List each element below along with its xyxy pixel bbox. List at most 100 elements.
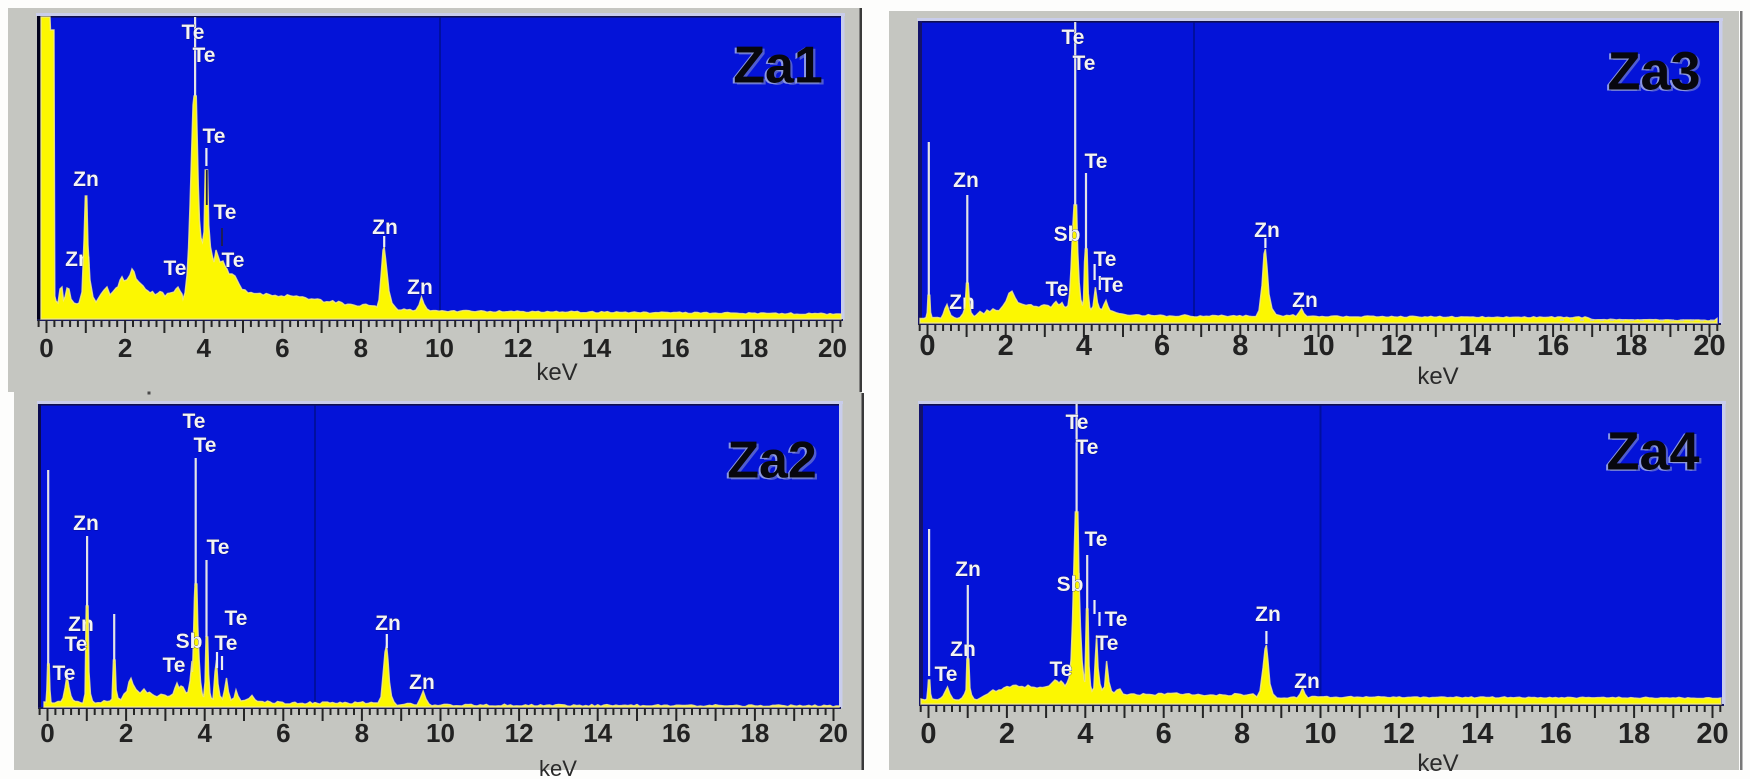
svg-text:18: 18	[1615, 330, 1647, 362]
svg-text:Sb: Sb	[1057, 573, 1084, 596]
svg-text:Zn: Zn	[1294, 670, 1320, 693]
svg-text:Te: Te	[1050, 658, 1073, 681]
svg-text:8: 8	[1234, 718, 1250, 750]
svg-text:20: 20	[1696, 718, 1728, 750]
svg-text:Te: Te	[182, 21, 205, 44]
svg-text:Za3: Za3	[1607, 41, 1700, 101]
svg-text:20: 20	[819, 718, 848, 748]
svg-text:20: 20	[818, 333, 847, 363]
svg-text:Za2: Za2	[729, 434, 819, 492]
svg-text:6: 6	[1156, 718, 1172, 750]
svg-text:Sb: Sb	[1054, 223, 1081, 246]
svg-text:Te: Te	[1085, 528, 1108, 551]
svg-text:10: 10	[426, 718, 455, 748]
svg-text:Zn: Zn	[375, 612, 401, 635]
svg-text:Zn: Zn	[955, 558, 981, 581]
svg-text:8: 8	[354, 333, 368, 363]
svg-text:16: 16	[1540, 718, 1572, 750]
svg-text:Te: Te	[215, 632, 238, 655]
svg-text:4: 4	[1077, 718, 1093, 750]
svg-text:12: 12	[1383, 718, 1415, 750]
svg-text:14: 14	[1461, 718, 1493, 750]
svg-text:16: 16	[1537, 330, 1569, 362]
svg-text:0: 0	[919, 330, 935, 362]
svg-text:0: 0	[39, 333, 53, 363]
svg-text:18: 18	[1618, 718, 1650, 750]
svg-text:8: 8	[355, 718, 369, 748]
svg-text:2: 2	[118, 333, 132, 363]
svg-text:Te: Te	[225, 607, 248, 630]
svg-text:14: 14	[582, 333, 611, 363]
svg-text:Zn: Zn	[950, 638, 976, 661]
svg-text:Zn: Zn	[372, 216, 398, 239]
svg-text:6: 6	[1154, 330, 1170, 362]
svg-text:Te: Te	[65, 633, 88, 656]
svg-text:6: 6	[276, 718, 290, 748]
svg-text:keV: keV	[1417, 363, 1458, 390]
svg-text:keV: keV	[536, 359, 577, 386]
svg-text:12: 12	[504, 333, 533, 363]
svg-text:12: 12	[1381, 330, 1413, 362]
svg-text:2: 2	[999, 718, 1015, 750]
svg-text:Te: Te	[193, 44, 216, 67]
svg-text:Te: Te	[1046, 278, 1069, 301]
svg-text:Zn: Zn	[407, 276, 433, 299]
svg-text:Zn: Zn	[73, 512, 99, 535]
svg-text:Te: Te	[1066, 411, 1089, 434]
svg-text:Te: Te	[1096, 632, 1119, 655]
svg-text:16: 16	[661, 333, 690, 363]
svg-text:keV: keV	[1417, 750, 1458, 777]
svg-text:Te: Te	[53, 662, 76, 685]
svg-text:4: 4	[197, 718, 212, 748]
svg-text:Te: Te	[207, 536, 230, 559]
svg-text:Za1: Za1	[731, 38, 821, 96]
svg-text:Te: Te	[163, 654, 186, 677]
svg-text:Za3: Za3	[1605, 42, 1698, 102]
svg-text:20: 20	[1693, 330, 1725, 362]
svg-text:Zn: Zn	[1255, 603, 1281, 626]
svg-text:Te: Te	[214, 201, 237, 224]
svg-text:18: 18	[740, 718, 769, 748]
svg-text:14: 14	[1459, 330, 1491, 362]
svg-text:Te: Te	[1062, 26, 1085, 49]
svg-text:8: 8	[1232, 330, 1248, 362]
svg-text:Te: Te	[935, 663, 958, 686]
svg-text:Sb: Sb	[176, 630, 203, 653]
svg-text:10: 10	[1304, 718, 1336, 750]
svg-text:Za2: Za2	[725, 433, 815, 491]
svg-text:10: 10	[425, 333, 454, 363]
svg-text:10: 10	[1302, 330, 1334, 362]
svg-text:Zn: Zn	[73, 168, 99, 191]
svg-text:0: 0	[40, 718, 54, 748]
svg-text:Zn: Zn	[1292, 289, 1318, 312]
svg-text:14: 14	[583, 718, 612, 748]
svg-text:Te: Te	[194, 434, 217, 457]
svg-text:16: 16	[662, 718, 691, 748]
svg-text:Te: Te	[222, 249, 245, 272]
svg-text:Za1: Za1	[733, 37, 823, 95]
svg-text:12: 12	[505, 718, 534, 748]
svg-text:Za4: Za4	[1606, 421, 1699, 481]
svg-text:0: 0	[920, 718, 936, 750]
svg-text:Te: Te	[1076, 436, 1099, 459]
svg-text:Te: Te	[1105, 608, 1128, 631]
svg-text:Zn: Zn	[1254, 219, 1280, 242]
svg-text:2: 2	[119, 718, 133, 748]
svg-text:2: 2	[998, 330, 1014, 362]
svg-text:4: 4	[1076, 330, 1092, 362]
svg-text:Za4: Za4	[1604, 422, 1697, 482]
svg-text:4: 4	[196, 333, 211, 363]
svg-text:Te: Te	[1101, 274, 1124, 297]
svg-text:Te: Te	[1073, 52, 1096, 75]
svg-text:Te: Te	[164, 257, 187, 280]
svg-text:Te: Te	[1085, 150, 1108, 173]
svg-text:keV: keV	[539, 756, 577, 779]
svg-text:Te: Te	[1094, 248, 1117, 271]
svg-text:Za3: Za3	[1610, 43, 1703, 103]
svg-text:Zn: Zn	[953, 169, 979, 192]
svg-text:6: 6	[275, 333, 289, 363]
svg-text:18: 18	[739, 333, 768, 363]
svg-text:Za4: Za4	[1609, 423, 1702, 483]
svg-text:Te: Te	[183, 410, 206, 433]
svg-text:Za1: Za1	[735, 39, 825, 97]
